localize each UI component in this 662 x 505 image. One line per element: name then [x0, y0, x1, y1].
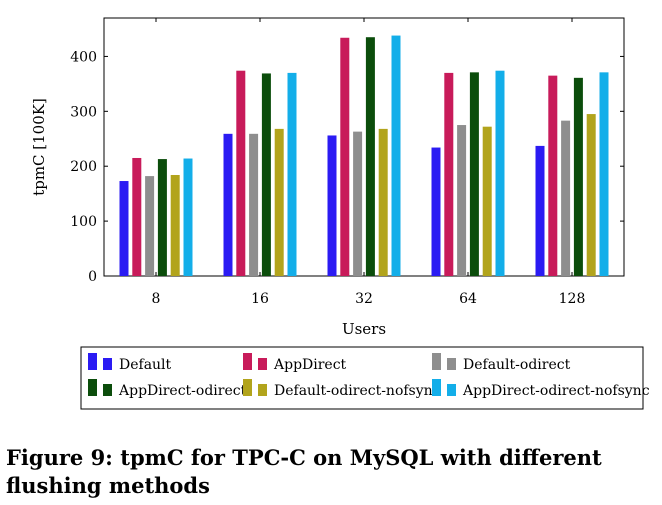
- legend-swatch-small: [258, 384, 267, 396]
- legend-swatch: [432, 379, 441, 396]
- figure-caption: Figure 9: tpmC for TPC-C on MySQL with d…: [6, 445, 602, 498]
- legend-swatch: [243, 379, 252, 396]
- legend-swatch-small: [103, 384, 112, 396]
- bars: [119, 35, 609, 277]
- legend-label: AppDirect-odirect: [118, 383, 247, 399]
- bar: [170, 174, 180, 276]
- bar: [261, 73, 271, 276]
- bar: [457, 125, 467, 276]
- bar: [223, 133, 233, 276]
- bar: [274, 128, 284, 276]
- bar: [548, 75, 558, 276]
- bar: [183, 158, 193, 276]
- legend-label: Default-odirect: [463, 357, 571, 373]
- y-tick-label: 400: [70, 49, 97, 65]
- bar: [573, 77, 583, 276]
- bar: [378, 128, 388, 276]
- legend-swatch: [88, 379, 97, 396]
- bar: [145, 176, 155, 276]
- bar: [561, 120, 571, 276]
- legend: Default AppDirect Default-odirect AppDirect…: [88, 353, 650, 399]
- bar: [157, 159, 167, 276]
- bar: [469, 72, 479, 276]
- x-tick-label: 8: [152, 291, 161, 307]
- bar: [119, 181, 129, 276]
- bar: [495, 70, 505, 276]
- x-tick-label: 32: [355, 291, 373, 307]
- bar: [327, 135, 337, 276]
- y-tick-label: 100: [70, 214, 97, 230]
- x-axis: 8 16 32 64 128: [152, 18, 586, 307]
- x-axis-label: Users: [342, 320, 386, 338]
- bar: [599, 72, 609, 276]
- legend-box: [80, 346, 644, 410]
- bar: [391, 35, 401, 277]
- y-tick-label: 200: [70, 159, 97, 175]
- bar: [586, 114, 596, 276]
- legend-swatch: [243, 353, 252, 370]
- bar: [535, 145, 545, 276]
- bar: [353, 131, 363, 276]
- legend-swatch-small: [103, 358, 112, 370]
- legend-swatch-small: [447, 358, 456, 370]
- legend-swatch-small: [447, 384, 456, 396]
- bar-chart: 0 100 200 300 400 8 16 32 64 128 tpmC [100K] Use…: [30, 17, 650, 410]
- plot-frame: [103, 17, 625, 277]
- x-tick-label: 64: [459, 291, 477, 307]
- y-axis: 0 100 200 300 400: [70, 49, 624, 285]
- bar: [249, 133, 259, 276]
- legend-swatch-small: [258, 358, 267, 370]
- legend-swatch: [88, 353, 97, 370]
- y-axis-label: tpmC [100K]: [30, 98, 48, 196]
- bar: [287, 72, 297, 276]
- x-tick-label: 128: [559, 291, 586, 307]
- legend-label: AppDirect: [273, 357, 347, 373]
- legend-label: AppDirect-odirect-nofsync: [462, 383, 650, 399]
- legend-swatch: [432, 353, 441, 370]
- y-tick-label: 0: [88, 269, 97, 285]
- bar: [365, 37, 375, 276]
- x-tick-label: 16: [251, 291, 269, 307]
- bar: [431, 147, 441, 276]
- bar: [236, 70, 246, 276]
- bar: [132, 157, 142, 276]
- legend-label: Default-odirect-nofsync: [274, 383, 441, 399]
- bar: [482, 126, 492, 276]
- bar: [340, 37, 350, 276]
- bar: [444, 72, 454, 276]
- legend-label: Default: [119, 357, 172, 373]
- y-tick-label: 300: [70, 104, 97, 120]
